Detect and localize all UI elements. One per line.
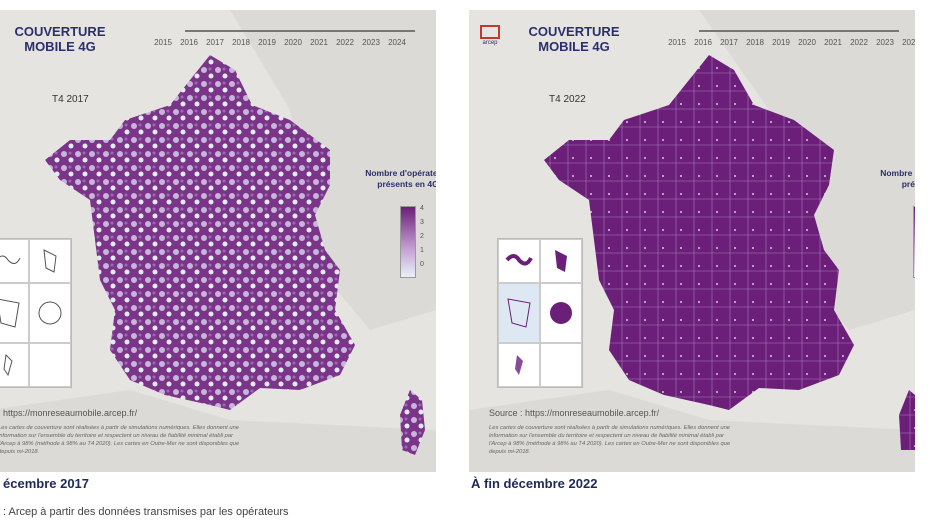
legend-ticks: 4 3 2 1 0 [420, 202, 424, 272]
overseas-insets [497, 238, 583, 388]
legend-gradient [400, 206, 416, 278]
year-label[interactable]: 2015 [154, 38, 172, 47]
timeline-slider[interactable] [699, 30, 899, 32]
caption-2022: À fin décembre 2022 [471, 476, 598, 491]
map-panel-2022: arcep COUVERTURE MOBILE 4G 2015 2016 201… [469, 10, 915, 472]
timeline-years: 2015 2016 2017 2018 2019 2020 2021 2022 … [664, 38, 915, 47]
year-label[interactable]: 2022 [336, 38, 354, 47]
year-label[interactable]: 2019 [772, 38, 790, 47]
map-notes: Les cartes de couverture sont réalisées … [489, 425, 731, 455]
year-label[interactable]: 2021 [310, 38, 328, 47]
inset-mayotte [498, 343, 540, 387]
year-label[interactable]: 2020 [284, 38, 302, 47]
legend-gradient [913, 206, 915, 278]
legend-title: Nombre d'opérateurs présents e [880, 168, 915, 189]
year-label[interactable]: 2023 [876, 38, 894, 47]
france-map-2022 [469, 10, 915, 472]
map-title: COUVERTURE MOBILE 4G [514, 24, 634, 54]
timeline-years: 2015 2016 2017 2018 2019 2020 2021 2022 … [150, 38, 410, 47]
inset-guadeloupe [498, 239, 540, 283]
legend-title: Nombre d'opérateurs présents en 4G [365, 168, 436, 189]
inset-reunion [29, 283, 71, 343]
period-label: T4 2017 [52, 94, 89, 105]
legend-tick: 2 [420, 233, 424, 240]
overseas-insets [0, 238, 72, 388]
legend-tick: 1 [420, 247, 424, 254]
year-label[interactable]: 2015 [668, 38, 686, 47]
inset-empty [540, 343, 582, 387]
inset-mayotte [0, 343, 29, 387]
year-label[interactable]: 2019 [258, 38, 276, 47]
map-title: COUVERTURE MOBILE 4G [0, 24, 120, 54]
caption-2017: écembre 2017 [3, 476, 90, 491]
inset-martinique [540, 239, 582, 283]
legend-tick: 0 [420, 261, 424, 268]
title-line-1: COUVERTURE [528, 24, 620, 39]
inset-empty [29, 343, 71, 387]
title-line-2: MOBILE 4G [538, 39, 610, 54]
france-map-2017 [0, 10, 436, 472]
source-link[interactable]: Source : https://monreseaumobile.arcep.f… [489, 408, 660, 418]
year-label[interactable]: 2022 [850, 38, 868, 47]
legend-tick: 4 [420, 205, 424, 212]
title-line-2: MOBILE 4G [24, 39, 96, 54]
source-link[interactable]: : https://monreseaumobile.arcep.fr/ [0, 408, 138, 418]
inset-guadeloupe [0, 239, 29, 283]
year-label[interactable]: 2023 [362, 38, 380, 47]
inset-guyane [0, 283, 29, 343]
year-label[interactable]: 2020 [798, 38, 816, 47]
logo-text: arcep [482, 40, 498, 46]
year-label[interactable]: 2016 [180, 38, 198, 47]
year-label[interactable]: 2016 [694, 38, 712, 47]
year-label[interactable]: 2018 [232, 38, 250, 47]
year-label[interactable]: 2021 [824, 38, 842, 47]
inset-reunion [540, 283, 582, 343]
year-label[interactable]: 2024 [388, 38, 406, 47]
map-notes: Les cartes de couverture sont réalisées … [0, 425, 240, 455]
inset-martinique [29, 239, 71, 283]
bottom-source: : Arcep à partir des données transmises … [3, 506, 289, 518]
year-label[interactable]: 2017 [206, 38, 224, 47]
year-label[interactable]: 2018 [746, 38, 764, 47]
map-panel-2017: COUVERTURE MOBILE 4G 2015 2016 2017 2018… [0, 10, 436, 472]
arcep-logo-icon: arcep [479, 24, 501, 48]
title-line-1: COUVERTURE [14, 24, 106, 39]
year-label[interactable]: 2017 [720, 38, 738, 47]
inset-guyane [498, 283, 540, 343]
legend-tick: 3 [420, 219, 424, 226]
timeline-slider[interactable] [185, 30, 415, 32]
period-label: T4 2022 [549, 94, 586, 105]
year-label[interactable]: 2024 [902, 38, 915, 47]
